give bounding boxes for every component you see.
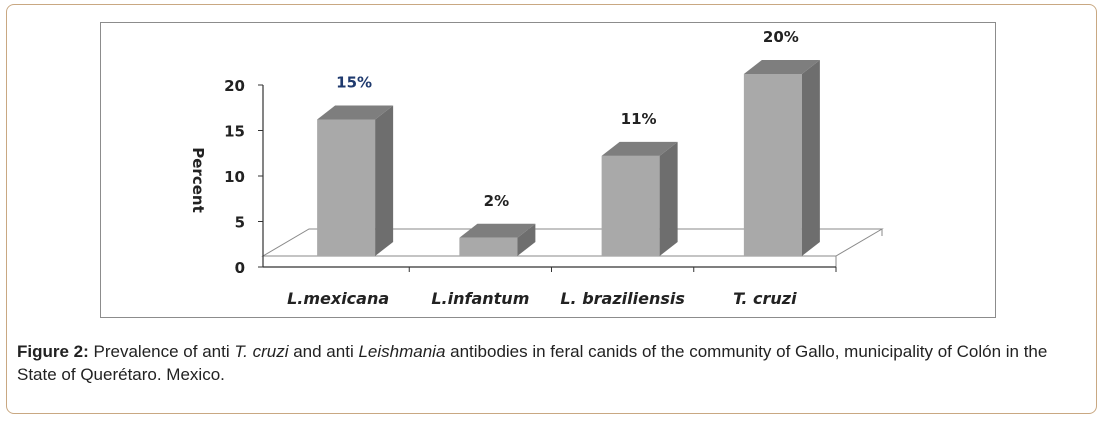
bar-top <box>459 223 536 238</box>
bar <box>459 223 536 256</box>
y-tick-label: 10 <box>224 168 245 186</box>
bar-side <box>659 141 678 256</box>
caption-text-3: antibodies in feral canids of the commun… <box>17 342 1048 384</box>
y-tick-label: 0 <box>235 259 245 277</box>
bar-side <box>801 60 820 256</box>
bar-chart: 0 5 10 15 20 Percent 15% L.mexicana 2% L.infantu… <box>189 28 884 308</box>
data-label: 15% <box>336 74 372 92</box>
figure-caption: Figure 2: Prevalence of anti T. cruzi an… <box>17 340 1087 386</box>
caption-italic-2: Leishmania <box>358 342 446 361</box>
x-tick-label: L.infantum <box>431 289 529 308</box>
bar-front <box>317 119 376 256</box>
bar-side <box>517 223 536 256</box>
y-tick-label: 15 <box>224 123 245 141</box>
caption-italic-1: T. cruzi <box>234 342 289 361</box>
bar-top <box>743 60 820 74</box>
chart-container: 0 5 10 15 20 Percent 15% L.mexicana 2% L.infantu… <box>100 22 996 318</box>
bar <box>317 105 394 256</box>
caption-label: Figure 2: <box>17 342 89 361</box>
y-axis-title: Percent <box>189 147 207 212</box>
bar-front <box>459 237 518 256</box>
caption-text-1: Prevalence of anti <box>88 342 235 361</box>
bar <box>601 141 678 256</box>
bar <box>743 60 820 256</box>
x-tick-label: T. cruzi <box>733 289 797 308</box>
bar-top <box>601 141 678 156</box>
data-label: 11% <box>621 110 657 128</box>
data-label: 20% <box>763 28 799 46</box>
bar-top <box>317 105 394 120</box>
x-tick-label: L.mexicana <box>287 289 389 308</box>
caption-text-2: and anti <box>288 342 359 361</box>
bar-front <box>743 74 802 256</box>
x-tick-label: L. braziliensis <box>560 289 685 308</box>
y-tick-label: 20 <box>224 77 245 95</box>
y-tick-label: 5 <box>235 214 245 232</box>
bar-side <box>375 105 394 256</box>
data-label: 2% <box>484 192 509 210</box>
bar-front <box>601 155 660 256</box>
